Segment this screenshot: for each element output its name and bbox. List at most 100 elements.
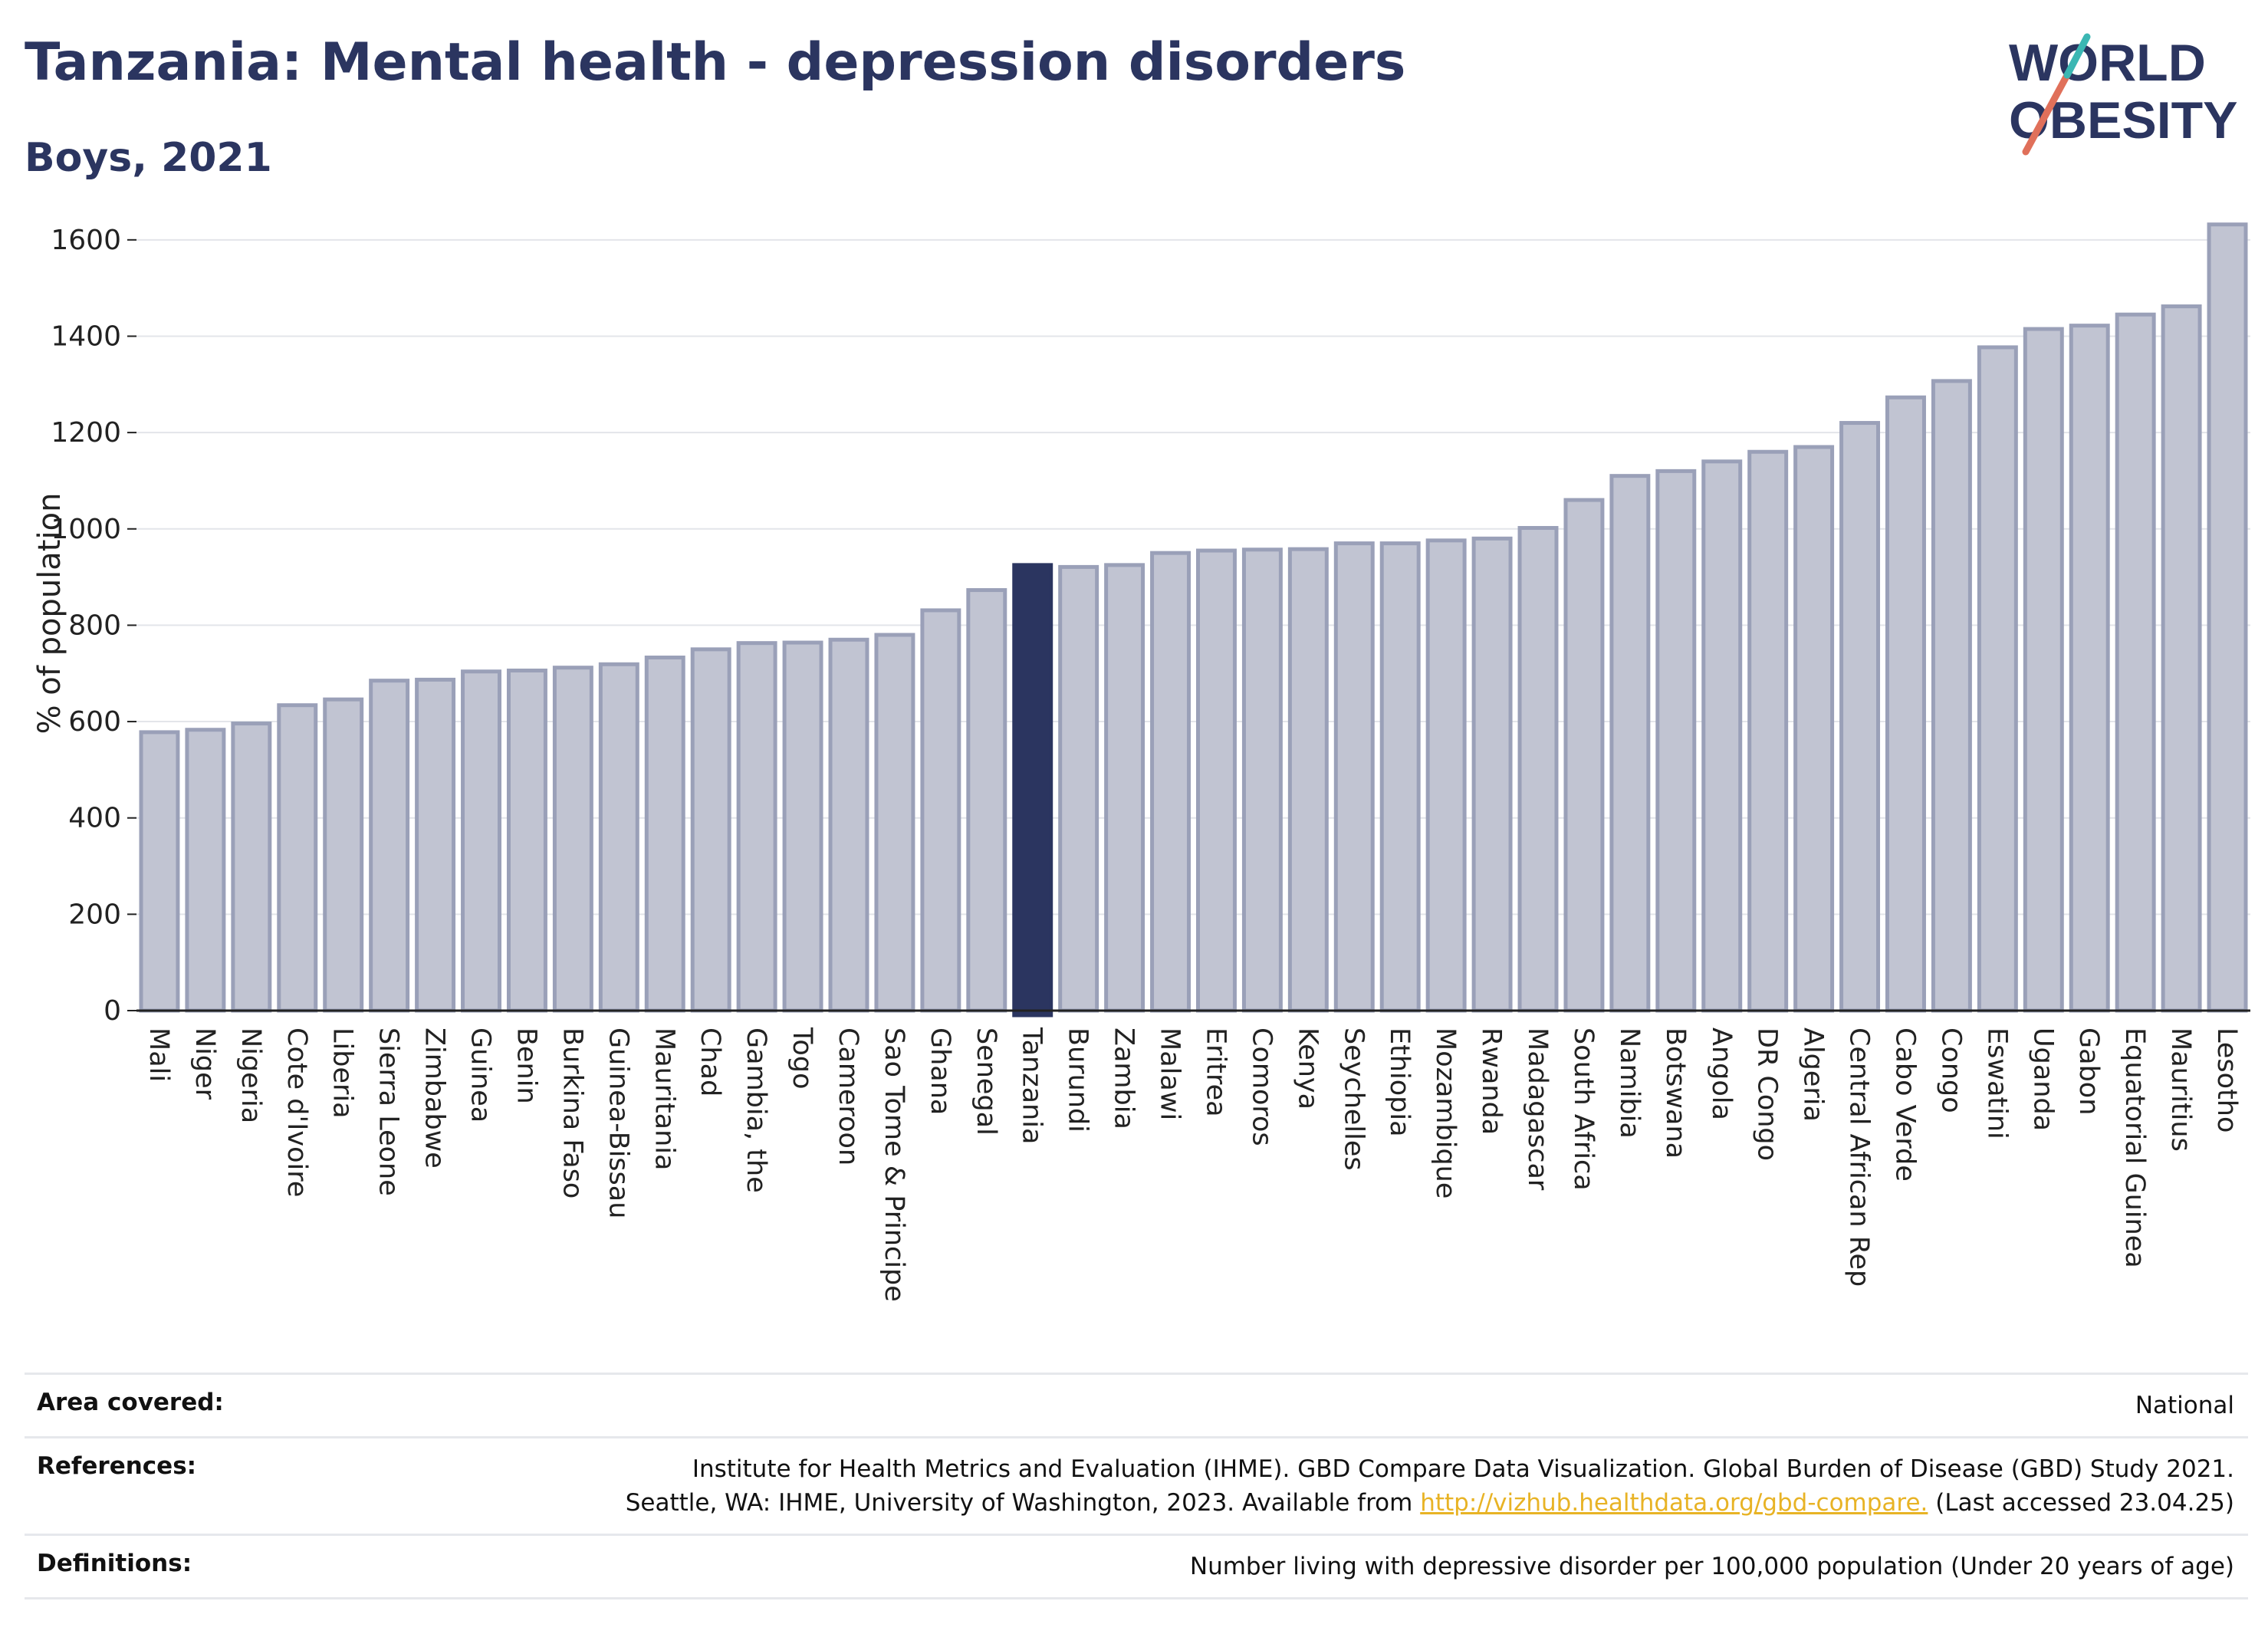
y-tick-label: 1000 [51, 514, 121, 545]
x-tick-label: Cameroon [833, 1027, 863, 1165]
x-tick-label: Burkina Faso [557, 1027, 587, 1198]
bar-guinea-bissau [598, 662, 639, 1013]
bar-botswana [1655, 469, 1697, 1013]
x-tick-label: Rwanda [1476, 1027, 1507, 1135]
logo-slash-teal [2063, 33, 2091, 79]
bar-sao-tome-principe [874, 633, 915, 1013]
x-tick-label: Benin [511, 1027, 541, 1104]
bar-guinea [461, 669, 501, 1013]
definitions-label: Definitions: [37, 1550, 192, 1577]
bar-kenya [1287, 547, 1329, 1013]
bar-lesotho [2207, 222, 2248, 1013]
x-tick-label: Algeria [1798, 1027, 1829, 1122]
x-tick-label: Mozambique [1430, 1027, 1461, 1198]
info-row-area: Area covered: National [25, 1373, 2248, 1436]
x-tick-label: Tanzania [1017, 1027, 1047, 1144]
world-obesity-logo: WORLD OBESITY [2009, 33, 2238, 156]
area-value: National [2135, 1392, 2234, 1419]
x-tick-label: Botswana [1660, 1027, 1691, 1159]
bar-gabon [2069, 324, 2110, 1013]
page-subtitle: Boys, 2021 [25, 135, 272, 181]
x-tick-label: Guinea [465, 1027, 496, 1123]
x-tick-label: Mauritius [2165, 1027, 2196, 1152]
bar-togo [782, 640, 823, 1013]
bar-burundi [1058, 564, 1099, 1013]
y-axis-label: % of population [32, 493, 67, 735]
x-tick-label: Burundi [1063, 1027, 1093, 1133]
x-tick-label: Sao Tome & Principe [879, 1027, 909, 1302]
x-tick-label: Lesotho [2211, 1027, 2242, 1133]
x-tick-label: Eritrea [1200, 1027, 1231, 1117]
bar-eritrea [1195, 548, 1237, 1013]
bar-sierra-leone [369, 679, 410, 1013]
bar-comoros [1241, 547, 1283, 1013]
bar-algeria [1793, 445, 1835, 1013]
y-tick-label: 1400 [51, 321, 121, 352]
x-tick-label: Comoros [1246, 1027, 1277, 1146]
y-tick-label: 400 [68, 803, 121, 834]
x-tick-label: Angola [1706, 1027, 1737, 1120]
info-row-references: References: Institute for Health Metrics… [25, 1436, 2248, 1534]
logo-slash-coral [2022, 71, 2071, 156]
x-tick-label: Zambia [1109, 1027, 1139, 1129]
x-tick-label: Namibia [1614, 1027, 1645, 1139]
bar-namibia [1609, 474, 1651, 1013]
y-tick-label: 1600 [51, 225, 121, 256]
y-tick-label: 200 [68, 899, 121, 930]
x-tick-label: Ethiopia [1384, 1027, 1415, 1137]
x-tick-label: Togo [787, 1027, 817, 1089]
x-tick-label: DR Congo [1752, 1027, 1783, 1161]
bar-dr-congo [1747, 449, 1789, 1013]
logo-text-line1: WORLD [2009, 34, 2206, 92]
area-label: Area covered: [37, 1389, 224, 1416]
bar-madagascar [1517, 526, 1559, 1013]
references-line2-pre: Seattle, WA: IHME, University of Washing… [625, 1489, 1421, 1517]
info-table: Area covered: National References: Insti… [25, 1373, 2248, 1599]
x-tick-label: Gabon [2073, 1027, 2104, 1115]
x-tick-label: Kenya [1292, 1027, 1323, 1110]
y-axis-ticks: 0 200 400 600 800 1000 1200 1400 1600 [51, 225, 2250, 1027]
bar-nigeria [231, 722, 272, 1013]
bar-tanzania [1012, 563, 1053, 1018]
bars [139, 222, 2248, 1018]
x-tick-label: Cabo Verde [1889, 1027, 1920, 1182]
x-tick-label: Sierra Leone [373, 1027, 404, 1196]
x-tick-label: Ghana [925, 1027, 955, 1115]
bar-chart: 0 200 400 600 800 1000 1200 1400 1600 Mali Niger N… [32, 222, 2250, 1302]
bar-rwanda [1471, 536, 1513, 1013]
bar-malawi [1150, 551, 1192, 1013]
bar-central-african-rep [1839, 421, 1881, 1013]
bar-mali [139, 730, 180, 1013]
bar-cabo-verde [1885, 395, 1926, 1013]
bar-niger [185, 728, 226, 1013]
bar-cote-d-ivoire [277, 703, 318, 1013]
x-tick-label: Chad [695, 1027, 725, 1096]
bar-uganda [2023, 327, 2064, 1013]
references-label: References: [37, 1452, 197, 1480]
bar-mauritius [2161, 304, 2202, 1013]
references-line1: Institute for Health Metrics and Evaluat… [692, 1455, 2234, 1483]
y-tick-label: 800 [68, 610, 121, 641]
bar-cameroon [828, 637, 869, 1013]
x-tick-label: Senegal [971, 1027, 1001, 1136]
references-value: Institute for Health Metrics and Evaluat… [626, 1452, 2234, 1520]
x-tick-label: Mali [143, 1027, 174, 1082]
bar-eswatini [1977, 345, 2018, 1013]
references-link[interactable]: http://vizhub.healthdata.org/gbd-compare… [1420, 1489, 1928, 1517]
bar-ethiopia [1379, 541, 1421, 1013]
x-tick-label: Madagascar [1522, 1027, 1553, 1191]
x-tick-label: South Africa [1568, 1027, 1599, 1191]
bar-congo [1931, 379, 1972, 1013]
bar-mauritania [644, 656, 685, 1013]
bar-mozambique [1425, 538, 1467, 1013]
x-tick-label: Nigeria [235, 1027, 266, 1123]
bar-south-africa [1563, 498, 1605, 1013]
x-tick-label: Central African Rep [1844, 1027, 1875, 1287]
x-tick-label: Uganda [2027, 1027, 2058, 1131]
x-tick-label: Gambia, the [741, 1027, 771, 1193]
x-tick-label: Eswatini [1981, 1027, 2012, 1139]
x-tick-label: Seychelles [1338, 1027, 1369, 1171]
bar-ghana [920, 608, 961, 1013]
bar-zambia [1104, 563, 1146, 1013]
definitions-value: Number living with depressive disorder p… [1189, 1553, 2234, 1580]
